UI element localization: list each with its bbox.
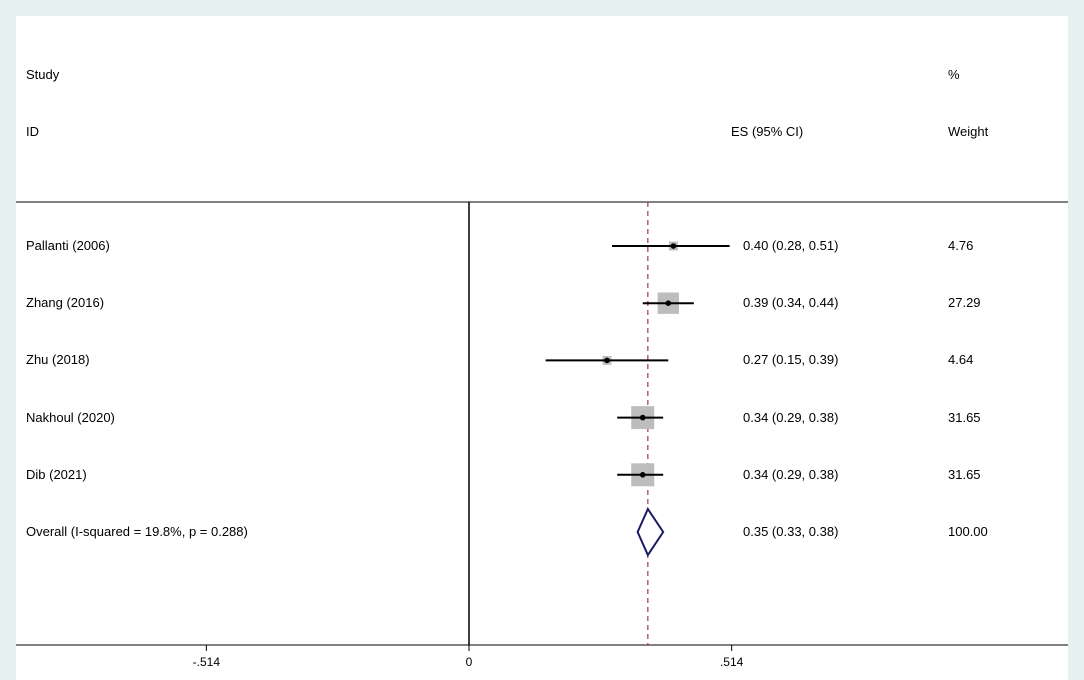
es-ci-label: 0.34 (0.29, 0.38) <box>743 466 839 482</box>
study-label: Zhang (2016) <box>26 295 105 311</box>
x-tick-label: -.514 <box>193 655 221 669</box>
es-ci-label: 0.39 (0.34, 0.44) <box>743 295 839 311</box>
study-label: Nakhoul (2020) <box>26 409 115 425</box>
weight-label: 31.65 <box>948 466 981 482</box>
weight-label: 4.64 <box>948 352 974 368</box>
point-estimate <box>639 414 646 421</box>
point-estimate <box>665 300 672 307</box>
weight-header: Weight <box>948 124 989 139</box>
point-estimate <box>604 357 610 364</box>
weight-label: 4.76 <box>948 238 974 253</box>
es-ci-header: ES (95% CI) <box>731 124 804 139</box>
overall-label: Overall (I-squared = 19.8%, p = 0.288) <box>26 524 248 539</box>
overall-weight-label: 100.00 <box>948 524 988 539</box>
weight-label: 27.29 <box>948 295 981 311</box>
es-ci-label: 0.40 (0.28, 0.51) <box>743 238 839 253</box>
percent-header: % <box>948 67 960 82</box>
overall-diamond <box>636 506 665 558</box>
es-ci-label: 0.27 (0.15, 0.39) <box>743 352 839 368</box>
study-header: Study <box>26 67 60 82</box>
overall-es-ci-label: 0.35 (0.33, 0.38) <box>743 524 839 539</box>
x-tick-label: 0 <box>466 655 473 669</box>
point-estimate <box>639 472 646 478</box>
study-label: Pallanti (2006) <box>26 238 110 253</box>
id-header: ID <box>26 124 39 139</box>
study-label: Dib (2021) <box>26 466 87 482</box>
point-estimate <box>670 243 677 249</box>
x-tick-label: .514 <box>720 655 744 669</box>
weight-label: 31.65 <box>948 409 981 425</box>
plot-panel <box>16 16 1068 680</box>
es-ci-label: 0.34 (0.29, 0.38) <box>743 409 839 425</box>
study-label: Zhu (2018) <box>26 352 90 368</box>
